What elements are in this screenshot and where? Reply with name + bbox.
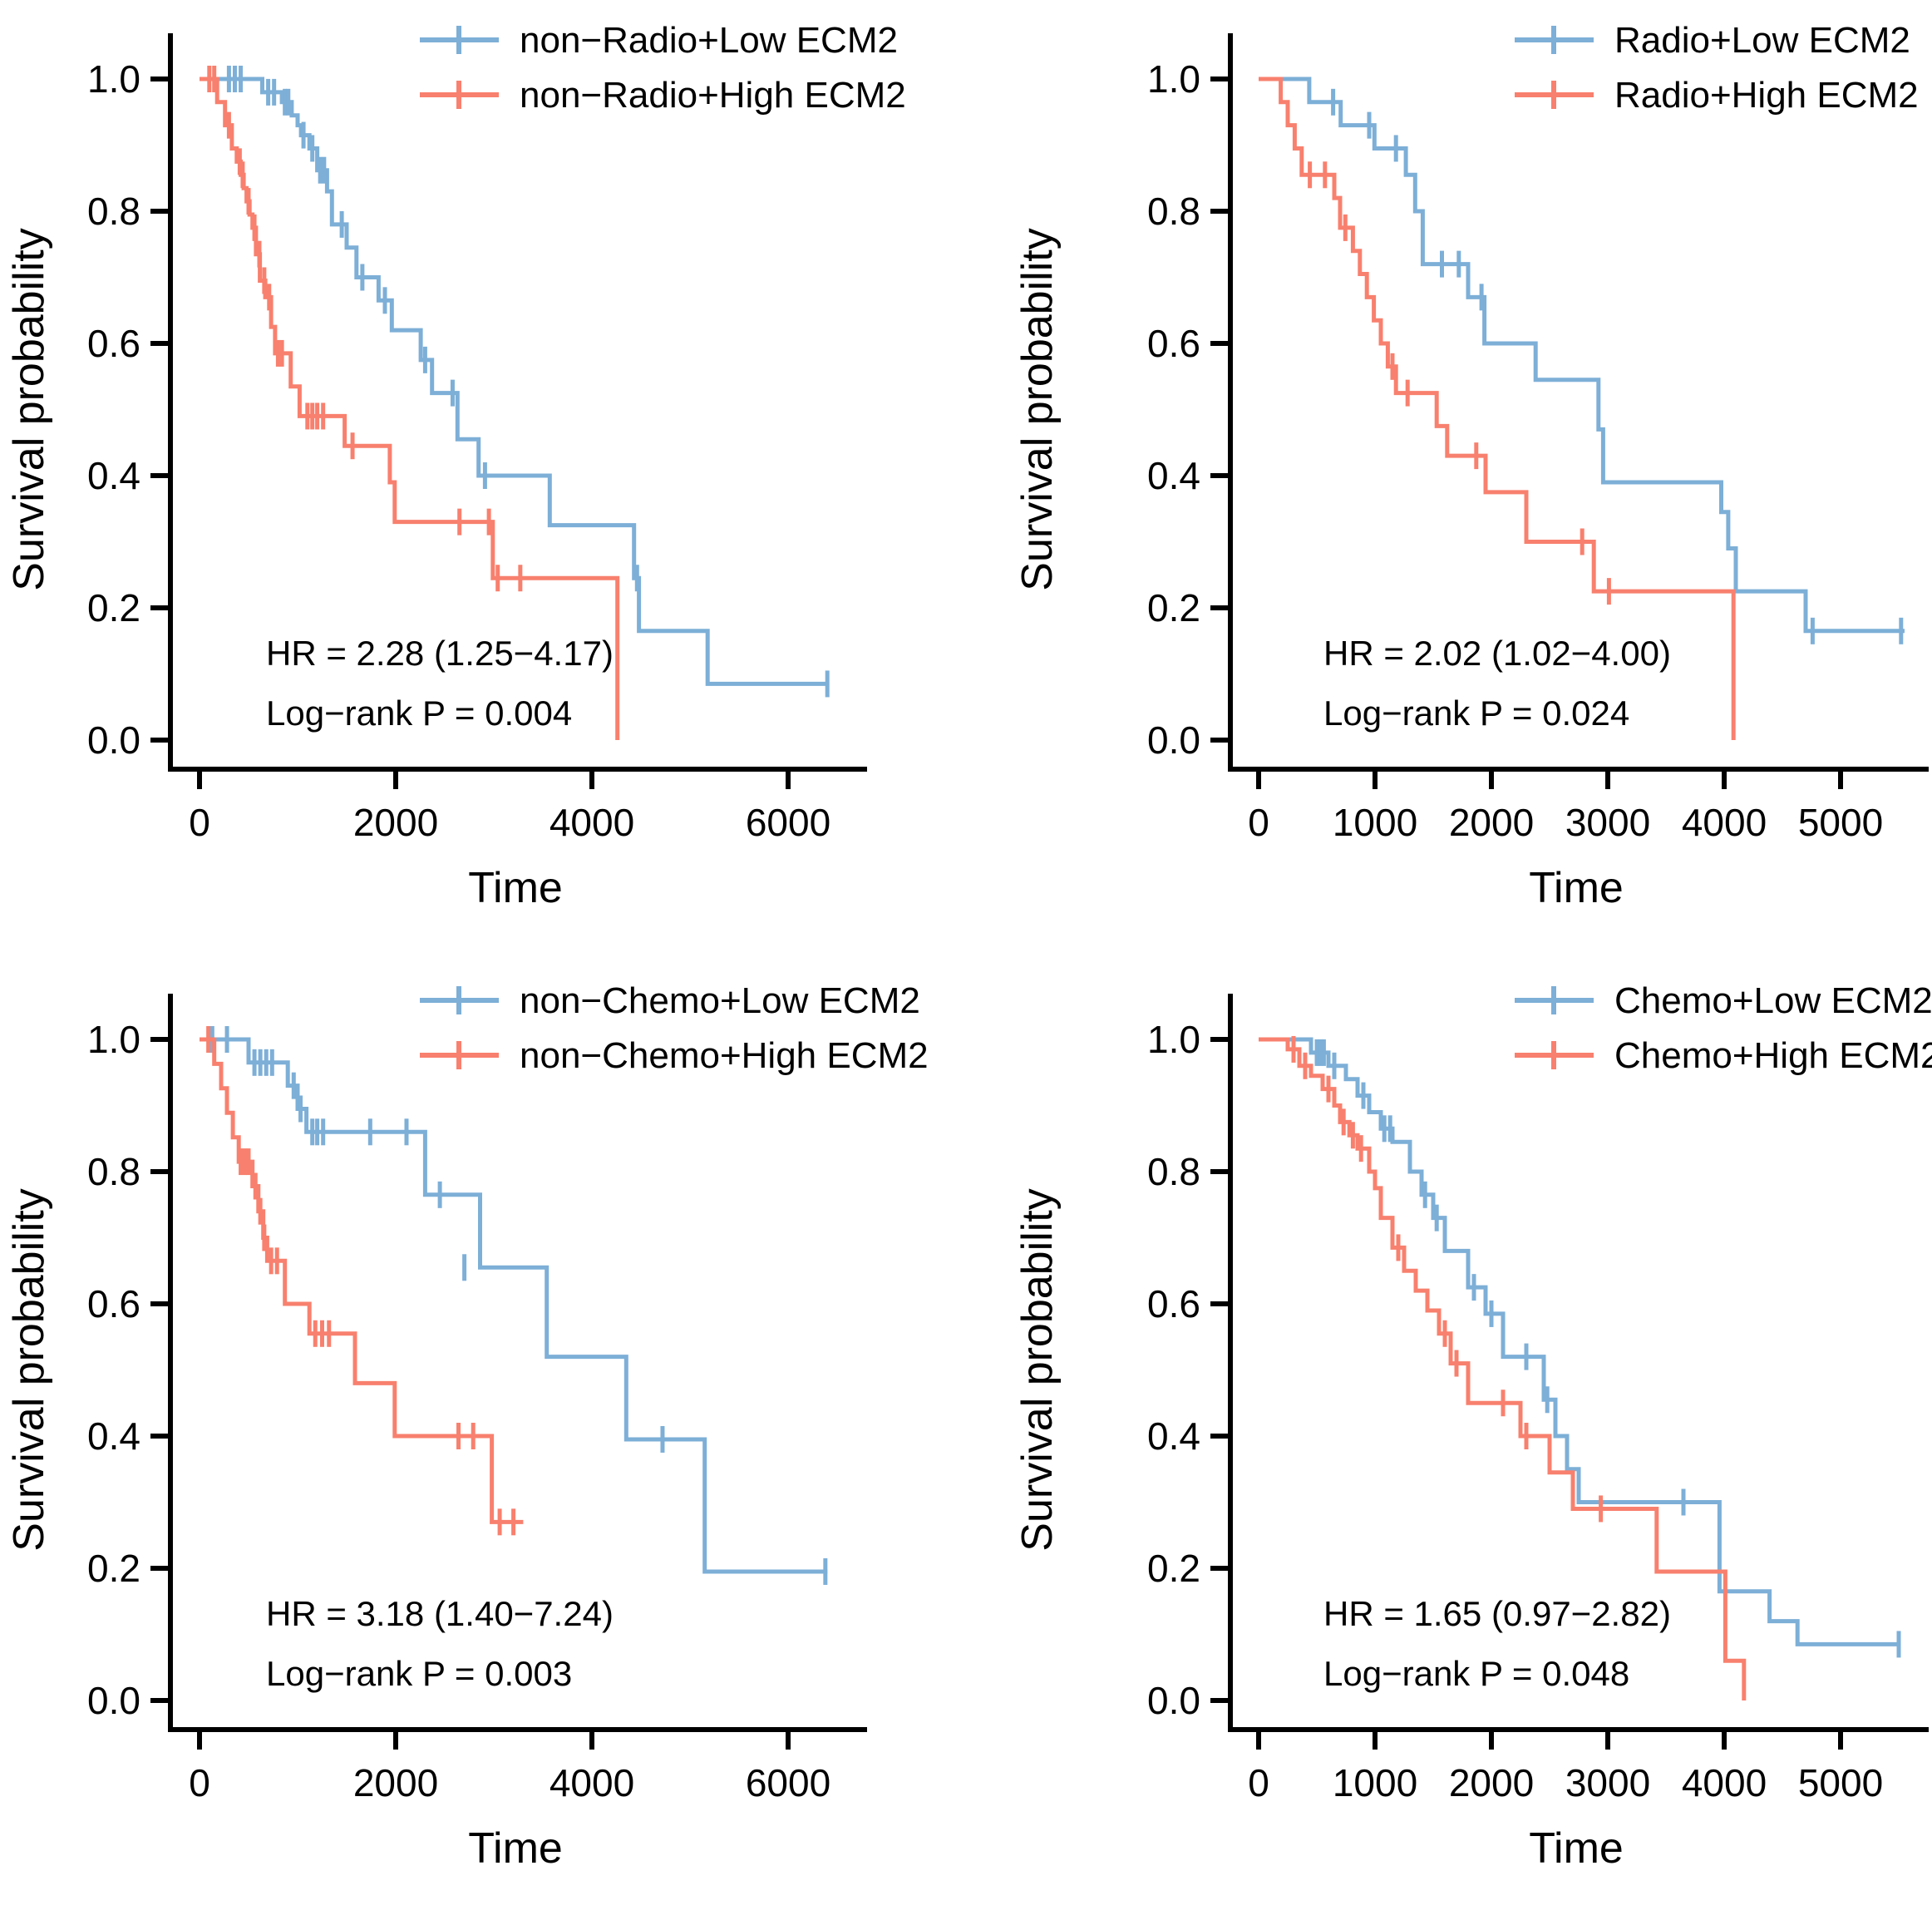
km-plot-chemo: 0.0 0.2 0.4 0.6 0.8 1.0 0 1000 2000 3000 4000 5000 S… [1013,980,1932,1873]
x-tick-label: 1000 [1333,801,1417,844]
logrank-annotation: Log−rank P = 0.024 [1323,693,1629,733]
y-tick-label: 0.8 [87,190,140,233]
x-tick-label: 1000 [1333,1761,1417,1804]
x-tick-label: 0 [1248,1761,1269,1804]
km-panel-radio: 0.0 0.2 0.4 0.6 0.8 1.0 0 1000 2000 3000 4000 5000 S… [966,0,1932,960]
x-tick-label: 6000 [746,801,830,844]
x-tick-label: 2000 [1449,801,1534,844]
y-axis-title: Survival probability [5,1188,53,1551]
y-tick-label: 0.6 [87,1282,140,1325]
km-plot-non-chemo: 0.0 0.2 0.4 0.6 0.8 1.0 0 2000 4000 6000 Survival … [5,980,929,1873]
survival-curve-low [1259,77,1905,634]
y-tick-label: 0.8 [1147,1150,1200,1193]
hr-annotation: HR = 3.18 (1.40−7.24) [266,1594,614,1633]
logrank-annotation: Log−rank P = 0.003 [266,1654,572,1693]
y-tick-label: 0.2 [1147,586,1200,629]
logrank-annotation: Log−rank P = 0.048 [1323,1654,1629,1693]
x-tick-label: 3000 [1565,801,1650,844]
x-tick-label: 2000 [1449,1761,1534,1804]
x-tick-label: 3000 [1565,1761,1650,1804]
x-tick-label: 0 [1248,801,1269,844]
legend-label: Radio+Low ECM2 [1614,20,1910,61]
y-tick-label: 0.6 [87,322,140,365]
y-tick-label: 0.0 [1147,718,1200,762]
y-tick-label: 1.0 [1147,1018,1200,1061]
y-tick-label: 0.8 [87,1150,140,1193]
y-tick-label: 0.2 [87,1547,140,1590]
y-tick-label: 1.0 [1147,57,1200,101]
y-tick-label: 0.0 [87,1679,140,1722]
x-axis-title: Time [468,864,563,912]
x-axis-title: Time [468,1824,563,1873]
x-tick-label: 5000 [1798,801,1883,844]
x-tick-label: 0 [189,1761,210,1804]
logrank-annotation: Log−rank P = 0.004 [266,693,572,733]
x-tick-label: 2000 [353,1761,438,1804]
x-tick-label: 4000 [550,1761,634,1804]
survival-curve-high [1259,1037,1747,1700]
y-tick-label: 1.0 [87,57,140,101]
y-tick-label: 0.2 [1147,1547,1200,1590]
y-axis-title: Survival probability [1013,228,1062,590]
survival-curve-low [200,1037,828,1574]
y-tick-label: 0.0 [1147,1679,1200,1722]
legend-label: Chemo+Low ECM2 [1614,980,1932,1021]
y-tick-label: 0.0 [87,718,140,762]
survival-curve-high [1259,77,1736,740]
legend-label: Radio+High ECM2 [1614,75,1919,116]
y-tick-label: 0.6 [1147,1282,1200,1325]
y-tick-label: 1.0 [87,1018,140,1061]
legend-label: Chemo+High ECM2 [1614,1035,1932,1076]
x-axis-title: Time [1529,1824,1624,1873]
km-panel-non-radio: 0.0 0.2 0.4 0.6 0.8 1.0 0 2000 4000 6000 Survival … [0,0,966,960]
hr-annotation: HR = 1.65 (0.97−2.82) [1323,1594,1671,1633]
x-tick-label: 4000 [1682,801,1767,844]
km-plot-radio: 0.0 0.2 0.4 0.6 0.8 1.0 0 1000 2000 3000 4000 5000 S… [1013,20,1929,912]
y-tick-label: 0.2 [87,586,140,629]
legend-label: non−Radio+High ECM2 [520,75,906,116]
y-axis-title: Survival probability [1013,1188,1062,1551]
legend-label: non−Chemo+High ECM2 [520,1035,929,1076]
y-tick-label: 0.4 [87,454,140,497]
legend-label: non−Chemo+Low ECM2 [520,980,920,1021]
x-axis-title: Time [1529,864,1624,912]
km-panel-non-chemo: 0.0 0.2 0.4 0.6 0.8 1.0 0 2000 4000 6000 Survival … [0,960,966,1921]
survival-curve-low [1259,1037,1900,1646]
y-axis-title: Survival probability [5,228,53,590]
y-tick-label: 0.8 [1147,190,1200,233]
y-tick-label: 0.4 [1147,1414,1200,1458]
y-tick-label: 0.4 [1147,454,1200,497]
hr-annotation: HR = 2.02 (1.02−4.00) [1323,634,1671,673]
x-tick-label: 0 [189,801,210,844]
x-tick-label: 4000 [1682,1761,1767,1804]
km-panel-chemo: 0.0 0.2 0.4 0.6 0.8 1.0 0 1000 2000 3000 4000 5000 S… [966,960,1932,1921]
x-tick-label: 2000 [353,801,438,844]
x-tick-label: 4000 [550,801,634,844]
y-tick-label: 0.4 [87,1414,140,1458]
survival-curve-low [200,77,828,686]
x-tick-label: 6000 [746,1761,830,1804]
survival-curve-high [200,1037,524,1524]
y-tick-label: 0.6 [1147,322,1200,365]
hr-annotation: HR = 2.28 (1.25−4.17) [266,634,614,673]
km-plot-non-radio: 0.0 0.2 0.4 0.6 0.8 1.0 0 2000 4000 6000 Survival … [5,20,906,912]
x-tick-label: 5000 [1798,1761,1883,1804]
legend-label: non−Radio+Low ECM2 [520,20,898,61]
